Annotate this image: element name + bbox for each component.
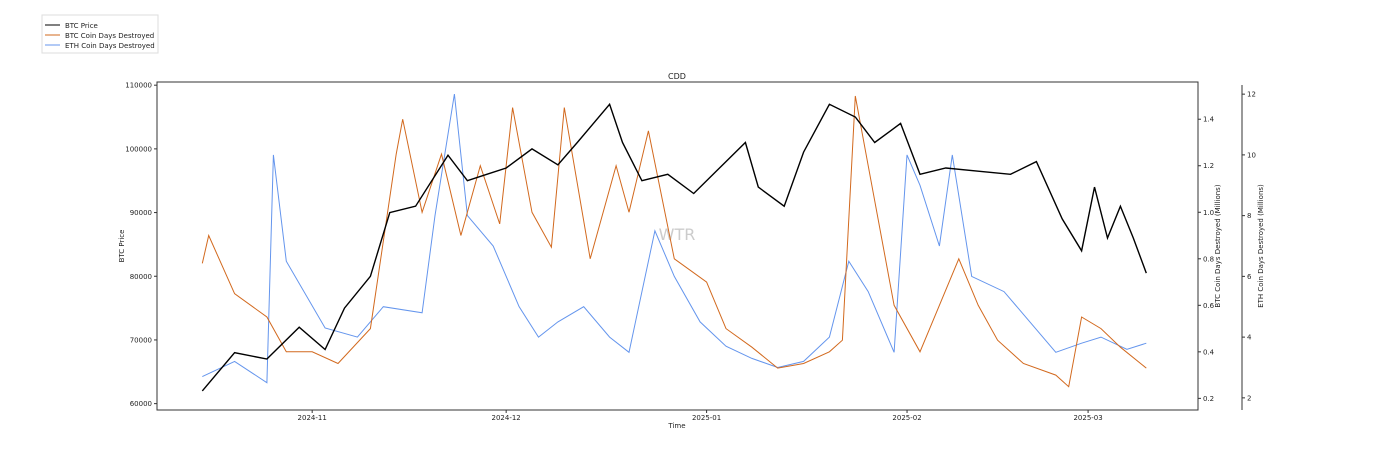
y-tick-label-right1: 1.4 [1203,116,1215,124]
y-tick-label-left: 80000 [130,273,152,281]
x-tick-label: 2025-02 [892,414,921,422]
y-tick-label-right1: 1.2 [1203,162,1214,170]
y-tick-label-left: 60000 [130,400,152,408]
x-tick-label: 2025-01 [692,414,721,422]
y-tick-label-right2: 2 [1247,394,1251,402]
y-tick-label-left: 110000 [125,82,152,90]
y-tick-label-right2: 4 [1247,334,1252,342]
legend: BTC Price BTC Coin Days Destroyed ETH Co… [41,14,159,54]
series-line-eth-coin-days-destroyed [202,94,1147,384]
legend-label: BTC Coin Days Destroyed [65,32,154,40]
y-tick-label-right1: 0.4 [1203,348,1215,356]
y-tick-label-right1: 0.6 [1203,302,1215,310]
series-line-btc-coin-days-destroyed [201,95,1147,388]
y-tick-label-right2: 6 [1247,273,1252,281]
y-tick-label-left: 100000 [125,145,152,153]
series-line-btc-price [201,102,1147,392]
x-tick-label: 2024-12 [492,414,521,422]
y-right1-label: BTC Coin Days Destroyed (Millions) [1214,184,1222,307]
y-left-label: BTC Price [118,230,126,263]
plot-frame [156,81,1199,411]
y-tick-label-right1: 0.8 [1203,255,1214,263]
legend-label: ETH Coin Days Destroyed [65,42,155,50]
y-tick-label-right1: 0.2 [1203,395,1214,403]
x-tick-label: 2025-03 [1073,414,1102,422]
watermark: WTR [659,225,696,244]
y-right2-label: ETH Coin Days Destroyed (Millions) [1257,184,1265,308]
chart-title: CDD [668,72,686,81]
y-tick-label-right2: 10 [1247,151,1256,159]
y-tick-label-left: 90000 [130,209,152,217]
x-tick-label: 2024-11 [298,414,327,422]
legend-label: BTC Price [65,22,98,30]
y-tick-label-right2: 12 [1247,91,1256,99]
y-tick-label-right1: 1.0 [1203,209,1214,217]
y-tick-label-right2: 8 [1247,212,1251,220]
y-tick-label-left: 70000 [130,336,152,344]
x-axis-label: Time [667,422,685,430]
